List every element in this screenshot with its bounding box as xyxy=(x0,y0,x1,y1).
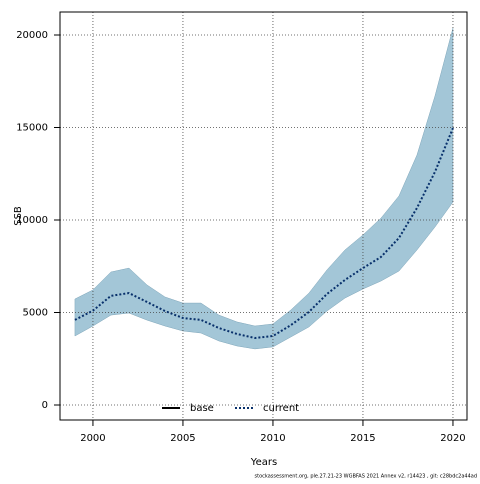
x-tick-label: 2005 xyxy=(170,433,195,444)
y-tick-label: 0 xyxy=(42,400,48,411)
plot-frame xyxy=(59,11,468,421)
y-tick-label: 15000 xyxy=(16,122,48,133)
x-tick-label: 2015 xyxy=(350,433,375,444)
x-tick-label: 2000 xyxy=(80,433,105,444)
legend-label: current xyxy=(263,403,299,414)
y-axis-label: SSB xyxy=(13,206,24,226)
x-tick-label: 2010 xyxy=(260,433,285,444)
x-tick-label: 2020 xyxy=(440,433,465,444)
y-tick-label: 5000 xyxy=(23,307,48,318)
confidence-band xyxy=(74,27,454,350)
series-line xyxy=(74,127,454,340)
y-tick-label: 20000 xyxy=(16,30,48,41)
legend-label: base xyxy=(190,403,214,414)
footnote: stockassessment.org, ple.27.21-23 WGBFAS… xyxy=(255,474,477,480)
y-tick-label: 10000 xyxy=(16,215,48,226)
x-axis-label: Years xyxy=(250,457,277,468)
